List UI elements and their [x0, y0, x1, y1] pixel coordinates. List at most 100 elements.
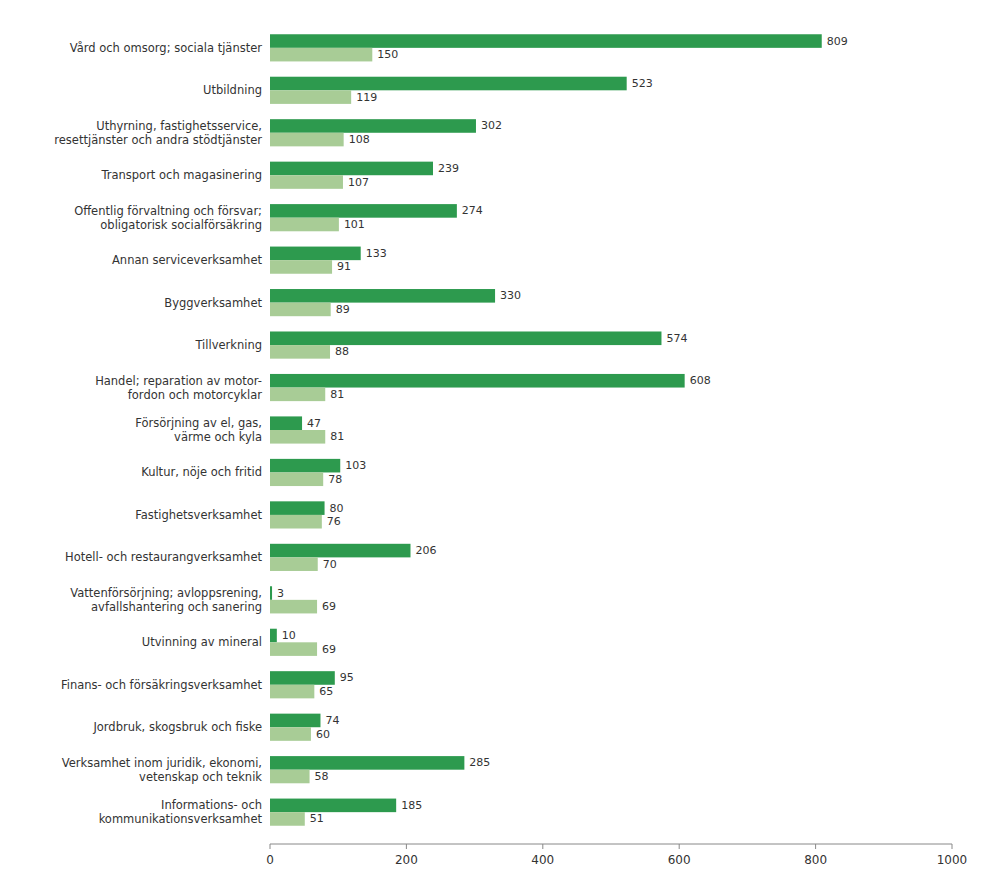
data-labels: 1855128558746095651069369206708076103784… [277, 35, 848, 826]
data-label: 65 [319, 685, 333, 698]
x-tick-label: 0 [266, 853, 274, 867]
bar [270, 586, 272, 600]
data-label: 330 [500, 289, 521, 302]
data-label: 133 [366, 247, 387, 260]
data-label: 88 [335, 345, 349, 358]
bar [270, 812, 305, 826]
category-label: Jordbruk, skogsbruk och fiske [92, 720, 262, 734]
data-label: 80 [330, 502, 344, 515]
bar [270, 175, 343, 189]
bar [270, 472, 323, 486]
data-label: 81 [330, 430, 344, 443]
category-label: Informations- ochkommunikationsverksamhe… [99, 798, 263, 826]
bar [270, 416, 302, 430]
x-tick [952, 844, 953, 849]
bar [270, 629, 277, 643]
bar [270, 34, 822, 48]
category-label: Vattenförsörjning; avloppsrening,avfalls… [70, 586, 262, 614]
chart: 1855128558746095651069369206708076103784… [0, 0, 992, 888]
bar [270, 90, 351, 104]
bar [270, 756, 464, 770]
data-label: 81 [330, 388, 344, 401]
bar [270, 430, 325, 444]
x-tick-label: 200 [395, 853, 418, 867]
data-label: 70 [323, 558, 337, 571]
data-label: 185 [401, 799, 422, 812]
bar [270, 289, 495, 303]
bar [270, 515, 322, 529]
bar [270, 331, 661, 345]
data-label: 101 [344, 218, 365, 231]
x-tick [815, 844, 816, 849]
category-label: Annan serviceverksamhet [112, 253, 263, 267]
category-label: Vård och omsorg; sociala tjänster [70, 41, 263, 55]
data-label: 119 [356, 91, 377, 104]
x-tick [679, 844, 680, 849]
data-label: 47 [307, 417, 321, 430]
category-label: Utvinning av mineral [142, 635, 262, 649]
bar [270, 544, 410, 558]
bar [270, 685, 314, 699]
category-label: Hotell- och restaurangverksamhet [65, 550, 262, 564]
bar [270, 770, 310, 784]
bar [270, 260, 332, 274]
x-tick [542, 844, 543, 849]
bar [270, 119, 476, 133]
bar [270, 600, 317, 614]
data-label: 150 [377, 48, 398, 61]
data-label: 523 [632, 77, 653, 90]
data-label: 69 [322, 643, 336, 656]
x-axis-line [270, 844, 952, 845]
category-label: Verksamhet inom juridik, ekonomi,vetensk… [62, 756, 263, 784]
category-label: Uthyrning, fastighetsservice,resettjänst… [54, 119, 262, 147]
bar [270, 671, 335, 685]
x-tick-label: 1000 [937, 853, 968, 867]
data-label: 60 [316, 728, 330, 741]
data-label: 74 [325, 714, 339, 727]
bars [270, 34, 822, 825]
data-label: 206 [415, 544, 436, 557]
bar [270, 642, 317, 656]
data-label: 285 [469, 756, 490, 769]
category-label: Finans- och försäkringsverksamhet [61, 678, 263, 692]
bar [270, 388, 325, 402]
bar [270, 459, 340, 473]
data-label: 91 [337, 260, 351, 273]
data-label: 108 [349, 133, 370, 146]
bar [270, 204, 457, 218]
bar [270, 374, 685, 388]
data-label: 76 [327, 515, 341, 528]
bar [270, 714, 320, 728]
data-label: 608 [690, 374, 711, 387]
bar [270, 218, 339, 232]
category-label: Utbildning [203, 83, 262, 97]
bar [270, 501, 325, 515]
x-tick-label: 800 [804, 853, 827, 867]
data-label: 103 [345, 459, 366, 472]
category-label: Byggverksamhet [164, 296, 262, 310]
category-label: Försörjning av el, gas,värme och kyla [135, 416, 262, 444]
data-label: 274 [462, 204, 483, 217]
data-label: 809 [827, 35, 848, 48]
x-tick [270, 844, 271, 849]
category-label: Tillverkning [194, 338, 262, 352]
bar [270, 133, 344, 147]
category-label: Transport och magasinering [100, 168, 262, 182]
bar [270, 727, 311, 741]
bar [270, 557, 318, 571]
data-label: 3 [277, 587, 284, 600]
data-label: 10 [282, 629, 296, 642]
data-label: 89 [336, 303, 350, 316]
category-label: Kultur, nöje och fritid [141, 465, 262, 479]
data-label: 78 [328, 473, 342, 486]
x-tick-label: 400 [531, 853, 554, 867]
category-label: Fastighetsverksamhet [135, 508, 262, 522]
data-label: 51 [310, 812, 324, 825]
bar [270, 247, 361, 261]
bar [270, 345, 330, 359]
x-tick-label: 600 [668, 853, 691, 867]
bar [270, 48, 372, 62]
bar [270, 799, 396, 813]
data-label: 302 [481, 119, 502, 132]
bar [270, 77, 627, 91]
